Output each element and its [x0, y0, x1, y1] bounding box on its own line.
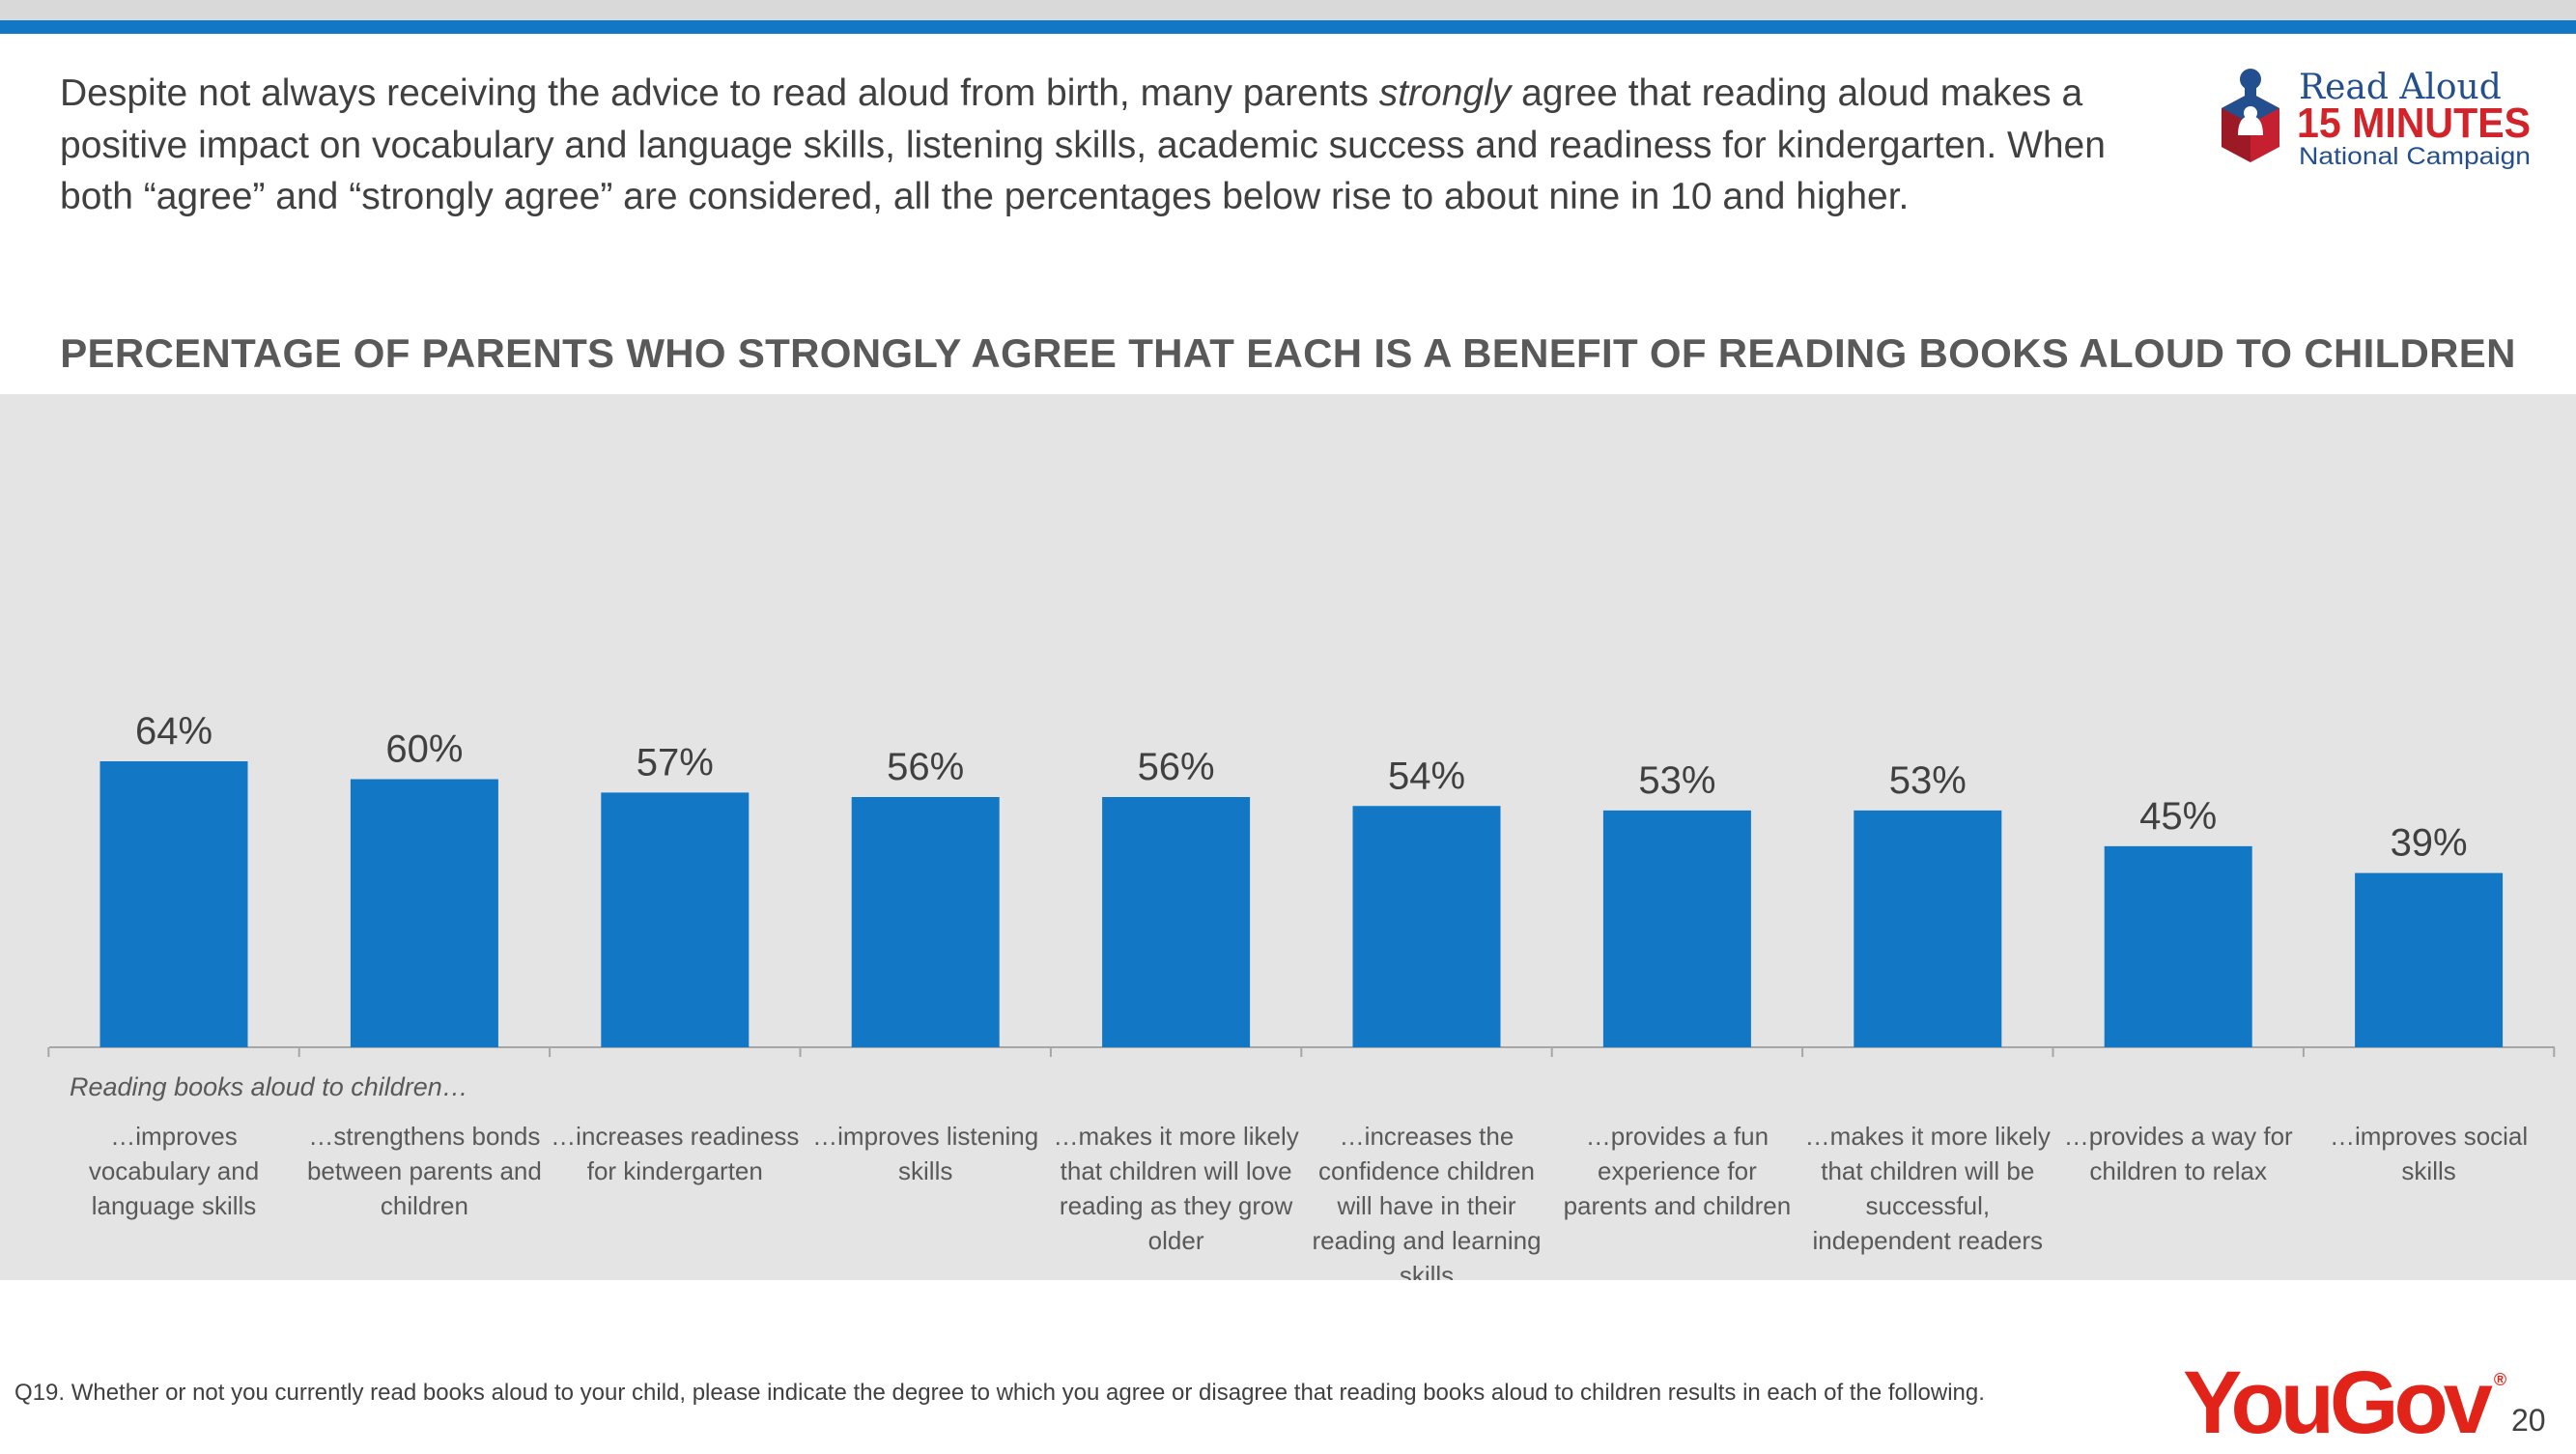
- top-gray-band: [0, 0, 2576, 20]
- page-number: 20: [2511, 1403, 2546, 1438]
- bar: [350, 779, 498, 1047]
- logo-figure-icon: [2222, 69, 2279, 162]
- category-label: skills: [1400, 1261, 1454, 1280]
- category-label: …increases the: [1340, 1122, 1514, 1151]
- bar-chart: 64% …improves vocabulary and language skill…: [47, 710, 2556, 1280]
- yougov-wordmark: YouGov: [2183, 1354, 2493, 1452]
- intro-text-1: Despite not always receiving the advice …: [60, 72, 1379, 114]
- chart-area: 64% …improves vocabulary and language skill…: [0, 394, 2576, 1280]
- data-label: 39%: [2391, 822, 2468, 865]
- category-label: children to relax: [2089, 1156, 2267, 1185]
- category-label: independent readers: [1813, 1226, 2044, 1255]
- data-label: 60%: [385, 728, 463, 771]
- footnote: Q19. Whether or not you currently read b…: [14, 1380, 1985, 1406]
- bar: [1854, 810, 2002, 1047]
- category-label: …improves social: [2330, 1122, 2528, 1151]
- category-label: …provides a way for: [2064, 1122, 2293, 1151]
- read-aloud-logo: Read Aloud 15 MINUTES National Campaign: [2222, 68, 2531, 170]
- category-label: that children will be: [1821, 1156, 2034, 1185]
- category-label: …strengthens bonds: [308, 1122, 540, 1151]
- category-label: …provides a fun: [1586, 1122, 1769, 1151]
- category-label: …makes it more likely: [1805, 1122, 2051, 1151]
- category-label: …improves listening: [812, 1122, 1038, 1151]
- category-label: that children will love: [1061, 1156, 1292, 1185]
- category-label: language skills: [92, 1191, 257, 1220]
- bar: [2104, 845, 2252, 1047]
- category-label: reading as they grow: [1060, 1191, 1293, 1220]
- category-label: skills: [898, 1156, 952, 1185]
- bar: [1102, 797, 1251, 1047]
- bar: [1602, 810, 1751, 1047]
- category-label: …makes it more likely: [1053, 1122, 1298, 1151]
- data-label: 57%: [637, 741, 714, 784]
- intro-paragraph: Despite not always receiving the advice …: [60, 68, 2137, 223]
- svg-text:National Campaign: National Campaign: [2299, 143, 2531, 170]
- data-label: 64%: [135, 710, 212, 753]
- category-label: children: [381, 1191, 468, 1220]
- data-label: 56%: [1138, 746, 1215, 788]
- category-label: vocabulary and: [89, 1156, 259, 1185]
- category-label: older: [1148, 1226, 1204, 1255]
- registered-mark: ®: [2493, 1370, 2507, 1389]
- category-label: experience for: [1598, 1156, 1757, 1185]
- data-label: 45%: [2139, 795, 2217, 838]
- top-blue-rule: [0, 20, 2576, 34]
- data-label: 53%: [1889, 759, 1967, 802]
- data-label: 56%: [887, 746, 964, 788]
- svg-text:Read Aloud: Read Aloud: [2299, 68, 2502, 107]
- category-label: reading and learning: [1312, 1226, 1541, 1255]
- category-label: successful,: [1865, 1191, 1990, 1220]
- category-label: skills: [2401, 1156, 2455, 1185]
- yougov-logo: YouGov ®: [2183, 1353, 2506, 1454]
- bar: [99, 761, 248, 1047]
- category-label: will have in their: [1337, 1191, 1516, 1220]
- bar: [1352, 806, 1501, 1047]
- chart-title: PERCENTAGE OF PARENTS WHO STRONGLY AGREE…: [60, 330, 2516, 376]
- category-label: confidence children: [1318, 1156, 1535, 1185]
- category-label: for kindergarten: [587, 1156, 763, 1185]
- category-label: parents and children: [1564, 1191, 1792, 1220]
- data-label: 54%: [1388, 755, 1465, 797]
- category-label: between parents and: [307, 1156, 542, 1185]
- category-label: …improves: [110, 1122, 237, 1151]
- x-axis-title: Reading books aloud to children…: [70, 1072, 468, 1101]
- bar: [601, 792, 750, 1047]
- svg-text:15 MINUTES: 15 MINUTES: [2297, 100, 2531, 147]
- intro-text-2: agree that reading aloud makes a positiv…: [60, 72, 2106, 217]
- intro-emphasis: strongly: [1378, 72, 1512, 114]
- data-label: 53%: [1638, 759, 1715, 802]
- category-label: …increases readiness: [551, 1122, 799, 1151]
- bar: [851, 797, 1000, 1047]
- bar: [2355, 872, 2504, 1047]
